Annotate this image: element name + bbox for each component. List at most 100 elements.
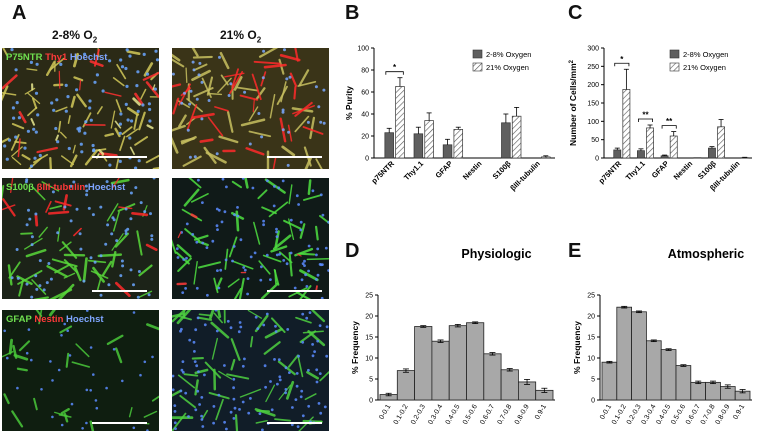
- bar: [384, 132, 394, 159]
- stain-label-row3: GFAP Nestin Hoechst: [6, 314, 104, 325]
- legend-label: 21% Oxygen: [486, 63, 529, 72]
- bar: [413, 133, 424, 159]
- x-tick-label: p75NTR: [370, 159, 397, 186]
- panel-label-b: B: [345, 2, 360, 24]
- x-tick-label: 0.9-1: [732, 403, 746, 420]
- bar: [669, 135, 678, 159]
- histogram-bar: [483, 353, 502, 401]
- x-tick-label: 0.9-1: [534, 403, 548, 420]
- y-tick-label: 40: [361, 112, 369, 119]
- stain-label-row2: S100β βIII-tubulin Hoechst: [6, 182, 125, 193]
- y-tick-label: 20: [361, 134, 369, 141]
- x-tick-label: GFAP: [650, 159, 671, 180]
- significance-marker: **: [638, 111, 653, 122]
- chart-title: Physiologic: [461, 247, 531, 261]
- x-tick-label: Thy1.1: [624, 159, 647, 182]
- x-tick-label: 0.8-0.9: [514, 403, 531, 425]
- y-tick-label: 15: [587, 335, 595, 342]
- stain-red-row1: Thy1: [45, 52, 68, 63]
- legend-label: 2-8% Oxygen: [683, 50, 728, 59]
- y-tick-label: 0: [595, 156, 599, 163]
- histogram-bar: [646, 340, 662, 401]
- y-tick-label: 60: [361, 90, 369, 97]
- panel-label-c: C: [568, 2, 583, 24]
- scale-bar: [267, 422, 322, 424]
- x-tick-label: 0-0.1: [599, 403, 613, 420]
- y-tick-label: 300: [587, 46, 599, 53]
- x-tick-label: S100β: [491, 159, 513, 181]
- bar: [613, 149, 622, 159]
- significance-marker: **: [661, 117, 677, 129]
- legend-swatch: [669, 49, 680, 59]
- histogram-bar: [660, 349, 677, 401]
- chart-title: Atmospheric: [668, 247, 744, 261]
- x-tick-label: 0.2-0.3: [410, 403, 427, 425]
- y-tick-label: 10: [365, 356, 373, 363]
- micrograph-texture: [172, 48, 329, 169]
- bar: [453, 129, 464, 159]
- bar: [622, 89, 631, 159]
- header-atmospheric: 21% O2: [220, 28, 261, 44]
- micrograph-r3-atmos: [172, 310, 329, 431]
- scale-bar: [92, 290, 147, 292]
- legend-swatch: [669, 62, 680, 72]
- chart-e-atmospheric: Atmospheric 0 5 10 15 20 25% Frequency 0-0.1 0.1…: [560, 240, 760, 437]
- svg-text:*: *: [620, 55, 624, 64]
- scale-bar: [92, 156, 147, 158]
- y-axis-label: % Purity: [344, 86, 354, 120]
- bar: [717, 126, 725, 159]
- histogram-bar: [396, 370, 415, 401]
- y-tick-label: 25: [365, 293, 373, 300]
- histogram-bar: [601, 361, 618, 401]
- chart-legend: 2-8% Oxygen 21% Oxygen: [669, 49, 728, 72]
- x-tick-label: 0.3-0.4: [427, 403, 444, 425]
- legend-swatch: [472, 62, 483, 72]
- micrograph-texture: [2, 48, 159, 169]
- y-axis-label: Number of Cells/mm2: [568, 59, 578, 146]
- y-tick-label: 25: [587, 293, 595, 300]
- chart-b-purity: 0 20 40 60 80 100 % Purity p75NTR Thy1.1 GFAP Nest…: [338, 20, 563, 225]
- micrograph-texture: [172, 178, 329, 299]
- x-tick-label: 0.8-0.9: [715, 403, 732, 425]
- y-tick-label: 100: [587, 119, 599, 126]
- histogram-bar: [631, 311, 647, 401]
- y-tick-label: 20: [587, 314, 595, 321]
- x-tick-label: 0.1-0.2: [393, 403, 410, 425]
- bar: [660, 155, 669, 159]
- bar: [395, 86, 405, 159]
- y-axis-label: % Frequency: [572, 321, 582, 374]
- x-tick-label: Nestin: [461, 159, 484, 182]
- panel-label-a: A: [12, 2, 27, 24]
- stain-red-row2: βIII-tubulin: [36, 182, 86, 193]
- x-tick-label: 0.6-0.7: [479, 403, 496, 425]
- stain-blue-row1: Hoechst: [69, 52, 108, 63]
- y-tick-label: 0: [591, 398, 595, 405]
- panel-label-e: E: [568, 240, 582, 262]
- x-tick-label: p75NTR: [597, 159, 624, 186]
- histogram-bar: [414, 326, 433, 401]
- x-tick-label: 0-0.1: [378, 403, 392, 420]
- legend-label: 21% Oxygen: [683, 63, 726, 72]
- significance-marker: *: [614, 55, 630, 67]
- x-tick-label: GFAP: [434, 159, 455, 180]
- panel-label-d: D: [345, 240, 360, 262]
- y-tick-label: 0: [365, 156, 369, 163]
- bar: [511, 115, 522, 159]
- histogram-bar: [448, 325, 467, 401]
- y-axis-label: % Frequency: [350, 321, 360, 374]
- y-tick-label: 250: [587, 64, 599, 71]
- header-physiologic: 2-8% O2: [52, 28, 97, 44]
- legend-swatch: [472, 49, 483, 59]
- y-tick-label: 150: [587, 101, 599, 108]
- header-atmospheric-sub: 2: [256, 35, 262, 45]
- y-tick-label: 80: [361, 68, 369, 75]
- micrograph-r3-physio: GFAP Nestin Hoechst: [2, 310, 159, 431]
- chart-legend: 2-8% Oxygen 21% Oxygen: [472, 49, 531, 72]
- y-tick-label: 0: [369, 398, 373, 405]
- header-physiologic-sub: 2: [92, 35, 98, 45]
- svg-text:**: **: [642, 111, 649, 120]
- y-tick-label: 20: [365, 314, 373, 321]
- scale-bar: [92, 422, 147, 424]
- stain-green-row3: GFAP: [6, 314, 32, 325]
- x-tick-label: 0.5-0.6: [462, 403, 479, 425]
